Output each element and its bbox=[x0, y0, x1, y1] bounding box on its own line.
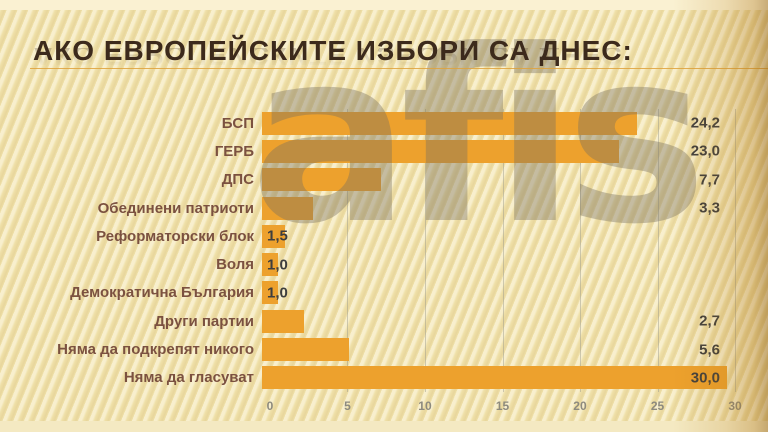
bar bbox=[262, 366, 727, 390]
bar bbox=[262, 309, 304, 333]
bar-row: Няма да гласуват 30,0 bbox=[0, 364, 735, 392]
x-tick-30: 30 bbox=[728, 399, 742, 413]
value-label: 7,7 bbox=[699, 171, 720, 189]
x-tick-5: 5 bbox=[344, 399, 351, 413]
bar bbox=[262, 253, 278, 277]
bar-track: 7,7 bbox=[262, 168, 727, 192]
bar-row: Други партии 2,7 bbox=[0, 307, 735, 335]
bar-row: Реформаторски блок 1,5 bbox=[0, 222, 735, 250]
bottom-strip bbox=[0, 421, 768, 432]
bar-track: 1,5 bbox=[262, 224, 727, 248]
category-label: БСП bbox=[221, 114, 254, 132]
bar bbox=[262, 196, 314, 220]
bar bbox=[262, 111, 638, 135]
category-label: Воля bbox=[216, 256, 254, 274]
value-label: 5,6 bbox=[699, 341, 720, 359]
value-label: 1,5 bbox=[267, 227, 288, 245]
bar-row: БСП 24,2 bbox=[0, 109, 735, 137]
bar-track: 5,6 bbox=[262, 338, 727, 362]
value-label: 2,7 bbox=[699, 312, 720, 330]
x-tick-25: 25 bbox=[650, 399, 665, 413]
value-label: 30,0 bbox=[690, 369, 720, 387]
gridlines bbox=[270, 109, 736, 392]
bar-row: ДПС 7,7 bbox=[0, 166, 735, 194]
value-label: 3,3 bbox=[699, 199, 720, 217]
bar-track: 2,7 bbox=[262, 309, 727, 333]
x-tick-15: 15 bbox=[495, 399, 510, 413]
category-label: Други партии bbox=[154, 312, 254, 330]
bar-row: Демократична България 1,0 bbox=[0, 279, 735, 307]
x-axis: 0 5 10 15 20 25 30 bbox=[266, 399, 742, 415]
bar-track: 3,3 bbox=[262, 196, 727, 220]
bar bbox=[262, 168, 382, 192]
bar-row: Няма да подкрепят никого 5,6 bbox=[0, 335, 735, 363]
value-label: 1,0 bbox=[267, 284, 288, 302]
gridline-10 bbox=[424, 109, 426, 392]
value-label: 24,2 bbox=[690, 114, 720, 132]
value-label: 1,0 bbox=[267, 256, 288, 274]
bar-track: 24,2 bbox=[262, 111, 727, 135]
bar-chart: БСП 24,2 ГЕРБ 23,0 ДПС 7,7 Обединени патриоти 3… bbox=[0, 109, 742, 415]
gridline-30 bbox=[735, 109, 736, 392]
bar-rows: БСП 24,2 ГЕРБ 23,0 ДПС 7,7 Обединени патриоти 3… bbox=[0, 109, 735, 392]
gridline-15 bbox=[502, 109, 504, 392]
gridline-25 bbox=[657, 109, 659, 392]
category-label: Обединени патриоти bbox=[97, 199, 254, 217]
bar bbox=[262, 281, 278, 305]
value-label: 23,0 bbox=[690, 142, 720, 160]
bar bbox=[262, 224, 286, 248]
bar-row: Обединени патриоти 3,3 bbox=[0, 194, 735, 222]
category-label: Няма да подкрепят никого bbox=[57, 341, 254, 359]
x-tick-20: 20 bbox=[573, 399, 587, 413]
gridline-5 bbox=[347, 109, 349, 392]
x-tick-10: 10 bbox=[418, 399, 432, 413]
category-label: ГЕРБ bbox=[214, 142, 254, 160]
bar-track: 23,0 bbox=[262, 139, 727, 163]
category-label: ДПС bbox=[221, 171, 254, 189]
bar-row: ГЕРБ 23,0 bbox=[0, 137, 735, 165]
gridline-20 bbox=[579, 109, 581, 392]
bar bbox=[262, 338, 349, 362]
top-strip bbox=[0, 0, 768, 10]
category-label: Няма да гласуват bbox=[123, 369, 254, 387]
bar-track: 30,0 bbox=[262, 366, 727, 390]
category-label: Демократична България bbox=[70, 284, 254, 302]
slide-title: АКО ЕВРОПЕЙСКИТЕ ИЗБОРИ СА ДНЕС: bbox=[33, 35, 633, 66]
title-underline bbox=[30, 68, 768, 69]
x-tick-0: 0 bbox=[266, 399, 274, 413]
bar-track: 1,0 bbox=[262, 253, 727, 277]
slide-title-reflection: АКО ЕВРОПЕЙСКИТЕ ИЗБОРИ СА ДНЕС: bbox=[33, 48, 633, 70]
bar-track: 1,0 bbox=[262, 281, 727, 305]
bar bbox=[262, 139, 619, 163]
bar-row: Воля 1,0 bbox=[0, 250, 735, 278]
category-label: Реформаторски блок bbox=[96, 227, 254, 245]
